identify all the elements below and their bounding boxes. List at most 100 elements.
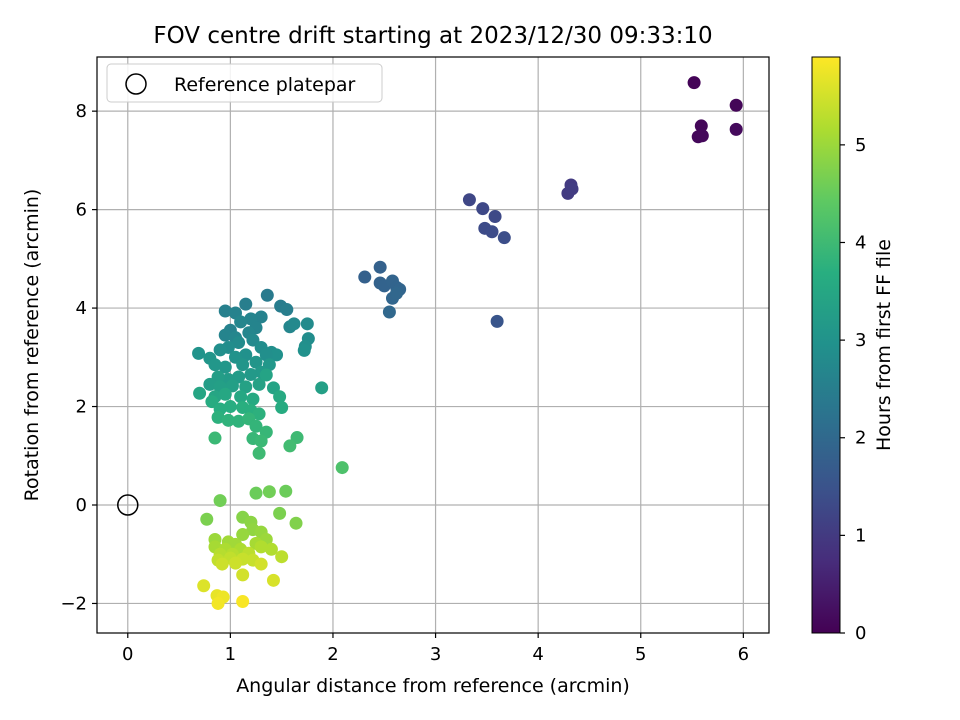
data-point [252,446,266,460]
y-tick-label: 8 [76,101,87,122]
data-point [289,516,303,530]
data-point [266,573,280,587]
data-point [246,392,260,406]
data-point [236,358,250,372]
x-tick-label: 0 [122,644,133,665]
data-point [192,346,206,360]
colorbar: 0 1 2 3 4 5 Hours from first FF file [811,56,895,644]
data-point [239,380,253,394]
data-point [283,439,297,453]
data-point [234,315,248,329]
colorbar-tick-label: 2 [855,428,866,449]
data-point [694,119,708,133]
data-point [259,368,273,382]
data-point [232,336,246,350]
grid-lines [97,57,769,633]
y-tick-label: 4 [76,298,87,319]
x-tick-label: 3 [430,644,441,665]
data-point [275,550,289,564]
data-point [287,317,301,331]
data-point [262,485,276,499]
data-point [197,579,211,593]
data-point [315,381,329,395]
axes: 0 1 2 3 4 5 6 −2 0 2 4 6 8 [60,56,770,665]
data-point [211,596,225,610]
data-point [279,484,293,498]
x-tick-label: 4 [532,644,543,665]
data-point [249,355,263,369]
data-point [211,410,225,424]
colorbar-tick-label: 3 [855,330,866,351]
data-point [254,310,268,324]
x-axis-label: Angular distance from reference (arcmin) [236,675,630,697]
colorbar-tick-label: 5 [855,135,866,156]
x-tick-label: 1 [225,644,236,665]
data-point [218,304,232,318]
reference-platepar-marker [117,494,139,516]
data-point [218,387,232,401]
legend-box [106,63,383,103]
data-point [729,122,743,136]
legend: Reference platepar [106,63,383,103]
data-point [254,540,268,554]
data-point [259,348,273,362]
colorbar-gradient [811,56,841,634]
data-point [221,413,235,427]
data-point [264,542,278,556]
data-point [270,348,284,362]
data-point [252,407,266,421]
data-point [275,401,289,415]
data-point [254,557,268,571]
data-point [252,377,266,391]
x-tick-label: 5 [635,644,646,665]
data-point [193,386,207,400]
data-point [476,202,490,216]
data-point [254,434,268,448]
data-point [239,348,253,362]
colorbar-tick-label: 4 [855,232,866,253]
data-point [218,328,232,342]
data-point [203,377,217,391]
data-points [117,76,743,610]
data-point [565,182,579,196]
data-point [382,305,396,319]
data-point [273,390,287,404]
data-point [488,210,502,224]
data-point [297,343,311,357]
data-point [249,486,263,500]
data-point [390,286,404,300]
data-point [490,314,504,328]
y-tick-label: 0 [76,495,87,516]
y-tick-label: 2 [76,397,87,418]
colorbar-label: Hours from first FF file [873,239,895,451]
data-point [729,98,743,112]
data-point [300,317,314,331]
data-point [232,414,246,428]
x-tick-label: 6 [738,644,749,665]
plot-frame [96,56,770,634]
data-point [249,419,263,433]
data-point [218,360,232,374]
data-point [373,260,387,274]
data-point [239,297,253,311]
data-point [215,557,229,571]
colorbar-tick-label: 0 [855,623,866,644]
data-point [280,303,294,317]
data-point [358,270,372,284]
data-point [223,400,237,414]
data-point [236,568,250,582]
x-tick-label: 2 [327,644,338,665]
colorbar-tick-label: 1 [855,525,866,546]
data-point [234,390,248,404]
data-point [229,556,243,570]
y-axis-label: Rotation from reference (arcmin) [21,189,43,502]
legend-entry-label: Reference platepar [174,74,356,96]
y-tick-label: 6 [76,200,87,221]
data-point [236,594,250,608]
y-tick-label: −2 [60,593,87,614]
data-point [200,512,214,526]
data-point [236,528,250,542]
data-point [687,76,701,90]
data-point [213,494,227,508]
